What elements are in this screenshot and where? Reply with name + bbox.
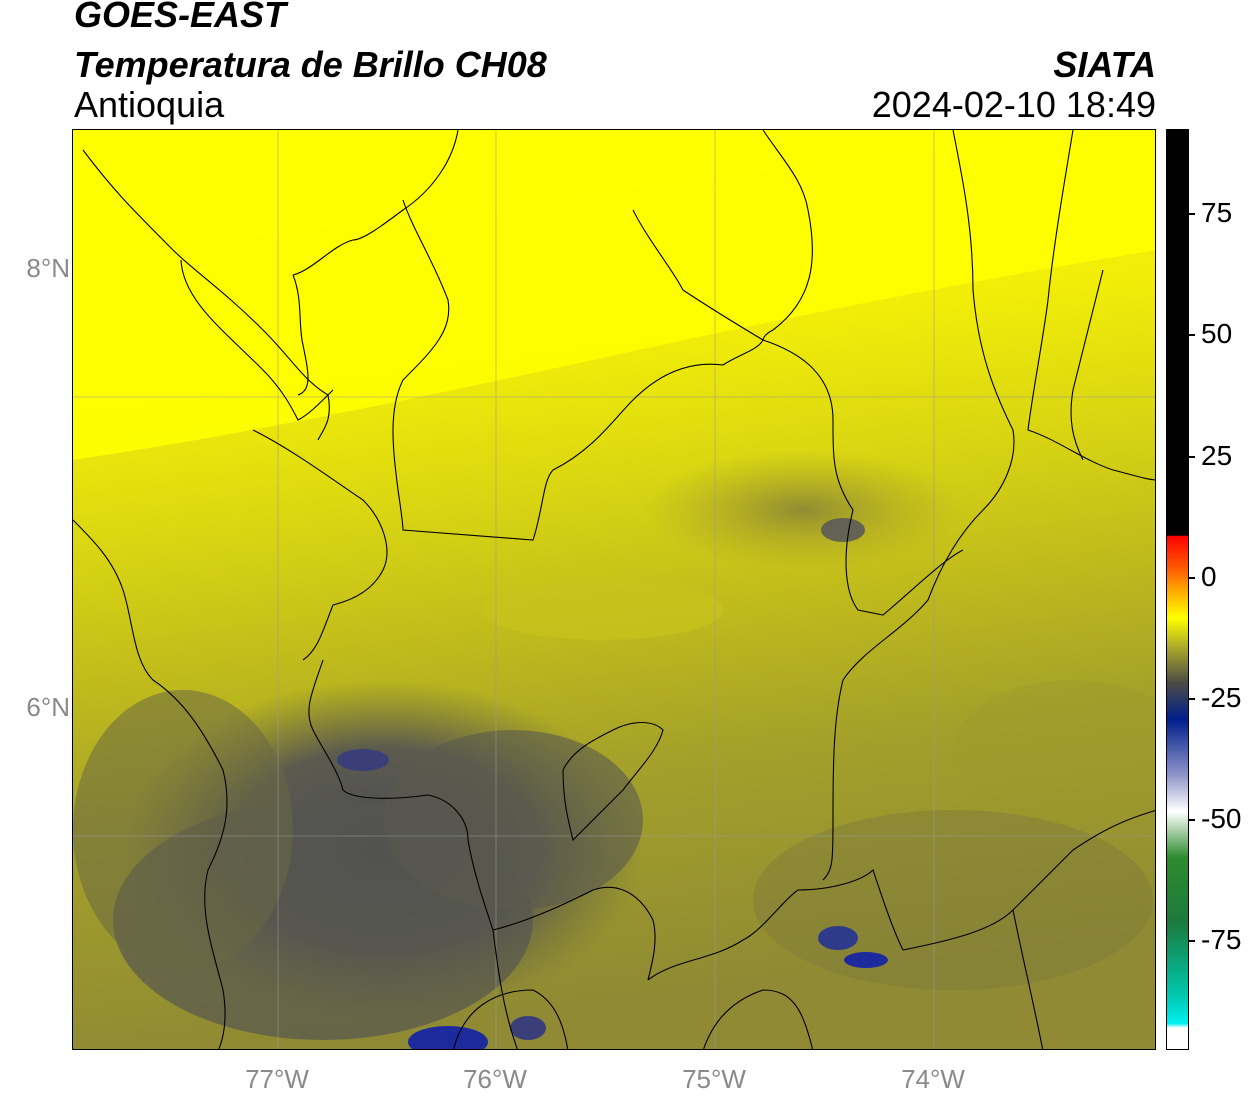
satellite-title: GOES-EAST (74, 0, 287, 35)
lat-label-6n: 6°N (26, 692, 70, 722)
lon-label-74w: 74°W (901, 1064, 965, 1094)
colorbar-tick-label: 25 (1201, 440, 1233, 471)
product-title: Temperatura de Brillo CH08 (74, 44, 547, 85)
lon-label-75w: 75°W (682, 1064, 746, 1094)
brightness-temperature-map[interactable] (72, 129, 1156, 1050)
colorbar-tick-label: 50 (1201, 318, 1233, 349)
colorbar-tick-label: 0 (1201, 561, 1217, 592)
colorbar-tick-label: -50 (1201, 803, 1242, 834)
lon-label-77w: 77°W (245, 1064, 309, 1094)
colorbar-tick (1189, 577, 1195, 579)
colorbar-tick (1189, 698, 1195, 700)
lon-label-76w: 76°W (463, 1064, 527, 1094)
region-label: Antioquia (74, 84, 225, 125)
colorbar-tick-label: 75 (1201, 197, 1233, 228)
colorbar-tick (1189, 940, 1195, 942)
colorbar-tick (1189, 213, 1195, 215)
colorbar-tick (1189, 334, 1195, 336)
map-field (73, 130, 1155, 1049)
organization-label: SIATA (1053, 44, 1156, 85)
colorbar-gradient (1167, 130, 1188, 1049)
colorbar-tick (1189, 456, 1195, 458)
colorbar-tick-label: -25 (1201, 682, 1242, 713)
colorbar (1166, 129, 1189, 1050)
colorbar-tick-label: -75 (1201, 924, 1242, 955)
datetime-label: 2024-02-10 18:49 (871, 84, 1156, 125)
lat-label-8n: 8°N (26, 253, 70, 283)
colorbar-tick (1189, 819, 1195, 821)
